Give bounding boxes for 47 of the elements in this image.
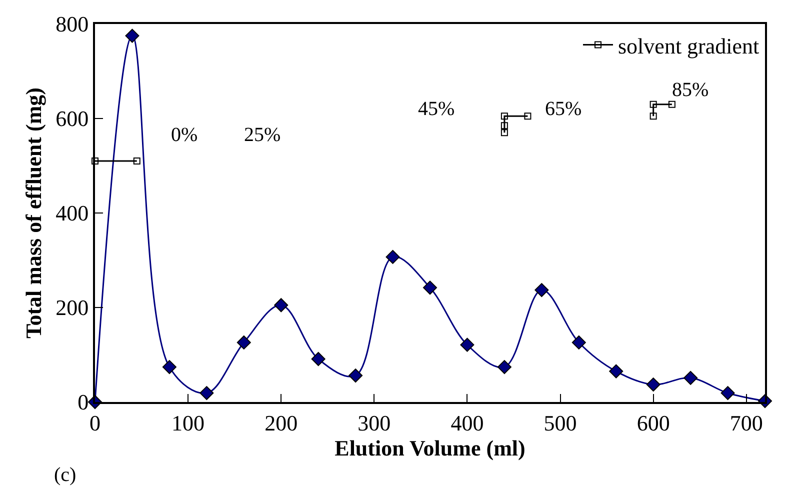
point: [274, 298, 288, 312]
y-tick-label: 800: [56, 12, 89, 37]
point: [534, 283, 549, 298]
annotation: 65%: [545, 98, 582, 120]
annotation: 85%: [672, 79, 709, 101]
x-tick-label: 600: [636, 410, 670, 436]
point: [92, 158, 98, 165]
y-axis-title: Total mass of effluent (mg): [20, 88, 46, 338]
y-tick-label: 400: [56, 200, 89, 226]
annotation: 25%: [244, 124, 281, 146]
point: [460, 338, 474, 352]
x-axis-title: Elution Volume (ml): [334, 435, 526, 460]
point: [497, 360, 512, 374]
annotation: 0%: [171, 124, 198, 146]
point: [572, 335, 586, 350]
point: [423, 280, 437, 295]
point: [500, 112, 508, 120]
x-tick-label: 100: [172, 410, 205, 436]
point: [236, 335, 251, 350]
point: [386, 250, 400, 264]
point: [650, 112, 657, 120]
x-tick-label: 500: [544, 410, 577, 436]
point: [650, 100, 657, 108]
point: [500, 122, 508, 130]
x-tick-label: 700: [730, 410, 763, 436]
point: [684, 370, 698, 385]
point: [646, 378, 660, 392]
point: [348, 368, 363, 383]
text: (c): [54, 464, 76, 486]
y-tick-label: 200: [56, 295, 89, 320]
y-tick-label: 600: [56, 106, 89, 132]
legend-label: solvent gradient: [618, 33, 760, 58]
point: [133, 158, 140, 165]
point: [524, 112, 532, 120]
point: [500, 129, 508, 136]
point: [609, 364, 624, 378]
point: [162, 360, 176, 374]
point: [668, 100, 676, 108]
x-tick-label: 200: [264, 410, 298, 436]
y-tick-label: 0: [78, 390, 89, 415]
point: [311, 352, 326, 366]
x-tick-label: 300: [358, 410, 391, 436]
point: [720, 386, 735, 400]
point: [125, 28, 140, 43]
annotation: 45%: [418, 98, 455, 120]
x-tick-label: 400: [450, 410, 484, 436]
point: [200, 386, 214, 400]
